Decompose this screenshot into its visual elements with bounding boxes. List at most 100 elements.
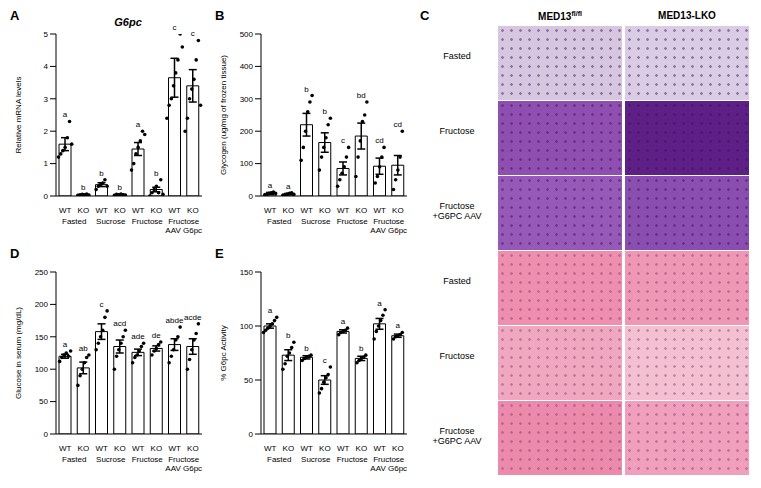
svg-text:AAV G6pc: AAV G6pc bbox=[370, 226, 407, 235]
svg-text:KO: KO bbox=[78, 444, 90, 453]
svg-text:KO: KO bbox=[114, 206, 126, 215]
svg-text:200: 200 bbox=[240, 127, 254, 136]
svg-text:b: b bbox=[304, 85, 309, 94]
svg-text:KO: KO bbox=[114, 444, 126, 453]
svg-text:300: 300 bbox=[240, 95, 254, 104]
svg-text:WT: WT bbox=[95, 444, 108, 453]
svg-text:Fasted: Fasted bbox=[267, 455, 291, 464]
svg-text:0: 0 bbox=[249, 192, 254, 201]
svg-text:bd: bd bbox=[357, 91, 366, 100]
svg-text:Fasted: Fasted bbox=[267, 217, 291, 226]
svg-text:500: 500 bbox=[240, 30, 254, 39]
svg-text:Fructose: Fructose bbox=[337, 455, 369, 464]
svg-text:cd: cd bbox=[375, 136, 383, 145]
svg-text:Sucrose: Sucrose bbox=[96, 217, 126, 226]
svg-text:abde: abde bbox=[166, 316, 184, 325]
svg-text:50: 50 bbox=[244, 376, 253, 385]
svg-text:b: b bbox=[286, 331, 291, 340]
svg-text:b: b bbox=[99, 169, 104, 178]
svg-text:150: 150 bbox=[35, 333, 49, 342]
svg-text:a: a bbox=[377, 299, 382, 308]
svg-text:KO: KO bbox=[356, 444, 368, 453]
svg-text:Sucrose: Sucrose bbox=[301, 217, 331, 226]
svg-text:Fasted: Fasted bbox=[62, 217, 86, 226]
svg-text:WT: WT bbox=[59, 206, 72, 215]
svg-text:ade: ade bbox=[131, 332, 145, 341]
svg-text:5: 5 bbox=[44, 30, 49, 39]
svg-text:Fructose: Fructose bbox=[132, 455, 164, 464]
svg-text:c: c bbox=[100, 300, 104, 309]
svg-text:WT: WT bbox=[264, 444, 277, 453]
svg-text:Relative mRNA levels: Relative mRNA levels bbox=[14, 77, 23, 154]
svg-text:Glucose in serum (mg/dL): Glucose in serum (mg/dL) bbox=[14, 307, 23, 399]
svg-text:Fructose: Fructose bbox=[373, 217, 405, 226]
svg-text:c: c bbox=[323, 356, 327, 365]
svg-text:acd: acd bbox=[113, 319, 126, 328]
svg-text:50: 50 bbox=[39, 397, 48, 406]
svg-text:a: a bbox=[63, 110, 68, 119]
svg-text:a: a bbox=[396, 321, 401, 330]
svg-text:AAV G6pc: AAV G6pc bbox=[165, 464, 202, 473]
svg-text:0: 0 bbox=[44, 430, 49, 439]
svg-text:Glycogen (ug/mg of frozen tiss: Glycogen (ug/mg of frozen tissue) bbox=[219, 55, 228, 175]
svg-text:KO: KO bbox=[151, 206, 163, 215]
svg-text:WT: WT bbox=[132, 206, 145, 215]
svg-text:% G6pc Activity: % G6pc Activity bbox=[219, 325, 228, 381]
svg-text:150: 150 bbox=[240, 268, 254, 277]
svg-text:Fructose: Fructose bbox=[132, 217, 164, 226]
svg-text:KO: KO bbox=[187, 206, 199, 215]
svg-text:KO: KO bbox=[392, 444, 404, 453]
svg-text:KO: KO bbox=[283, 206, 295, 215]
svg-text:AAV G6pc: AAV G6pc bbox=[370, 464, 407, 473]
svg-text:a: a bbox=[286, 182, 291, 191]
svg-text:acde: acde bbox=[184, 313, 202, 322]
svg-text:ab: ab bbox=[79, 344, 88, 353]
svg-text:100: 100 bbox=[35, 365, 49, 374]
svg-text:Fructose: Fructose bbox=[373, 455, 405, 464]
svg-text:b: b bbox=[118, 183, 123, 192]
svg-text:KO: KO bbox=[187, 444, 199, 453]
svg-text:WT: WT bbox=[95, 206, 108, 215]
svg-text:a: a bbox=[136, 120, 141, 129]
svg-text:b: b bbox=[359, 344, 364, 353]
svg-text:Fructose: Fructose bbox=[168, 217, 200, 226]
svg-text:3: 3 bbox=[44, 95, 49, 104]
svg-text:a: a bbox=[268, 181, 273, 190]
svg-text:KO: KO bbox=[356, 206, 368, 215]
svg-text:WT: WT bbox=[168, 206, 181, 215]
svg-text:c: c bbox=[173, 23, 177, 32]
svg-text:WT: WT bbox=[59, 444, 72, 453]
svg-text:0: 0 bbox=[249, 430, 254, 439]
svg-text:KO: KO bbox=[392, 206, 404, 215]
svg-text:Sucrose: Sucrose bbox=[301, 455, 331, 464]
svg-text:WT: WT bbox=[337, 206, 350, 215]
svg-text:a: a bbox=[341, 317, 346, 326]
svg-text:KO: KO bbox=[283, 444, 295, 453]
svg-text:0: 0 bbox=[44, 192, 49, 201]
svg-text:200: 200 bbox=[35, 300, 49, 309]
svg-text:b: b bbox=[154, 169, 159, 178]
svg-text:c: c bbox=[191, 29, 195, 38]
svg-text:KO: KO bbox=[319, 206, 331, 215]
svg-text:a: a bbox=[63, 340, 68, 349]
svg-text:WT: WT bbox=[132, 444, 145, 453]
svg-text:c: c bbox=[341, 136, 345, 145]
svg-text:WT: WT bbox=[373, 444, 386, 453]
svg-text:a: a bbox=[268, 306, 273, 315]
svg-text:AAV G6pc: AAV G6pc bbox=[165, 226, 202, 235]
svg-text:KO: KO bbox=[319, 444, 331, 453]
svg-text:400: 400 bbox=[240, 62, 254, 71]
svg-text:100: 100 bbox=[240, 322, 254, 331]
svg-text:b: b bbox=[81, 183, 86, 192]
svg-text:250: 250 bbox=[35, 268, 49, 277]
svg-text:de: de bbox=[152, 331, 161, 340]
svg-text:WT: WT bbox=[264, 206, 277, 215]
svg-text:Sucrose: Sucrose bbox=[96, 455, 126, 464]
svg-text:WT: WT bbox=[300, 444, 313, 453]
svg-text:Fructose: Fructose bbox=[337, 217, 369, 226]
svg-text:WT: WT bbox=[168, 444, 181, 453]
svg-text:KO: KO bbox=[78, 206, 90, 215]
svg-text:1: 1 bbox=[44, 159, 49, 168]
svg-text:b: b bbox=[323, 107, 328, 116]
svg-text:100: 100 bbox=[240, 159, 254, 168]
